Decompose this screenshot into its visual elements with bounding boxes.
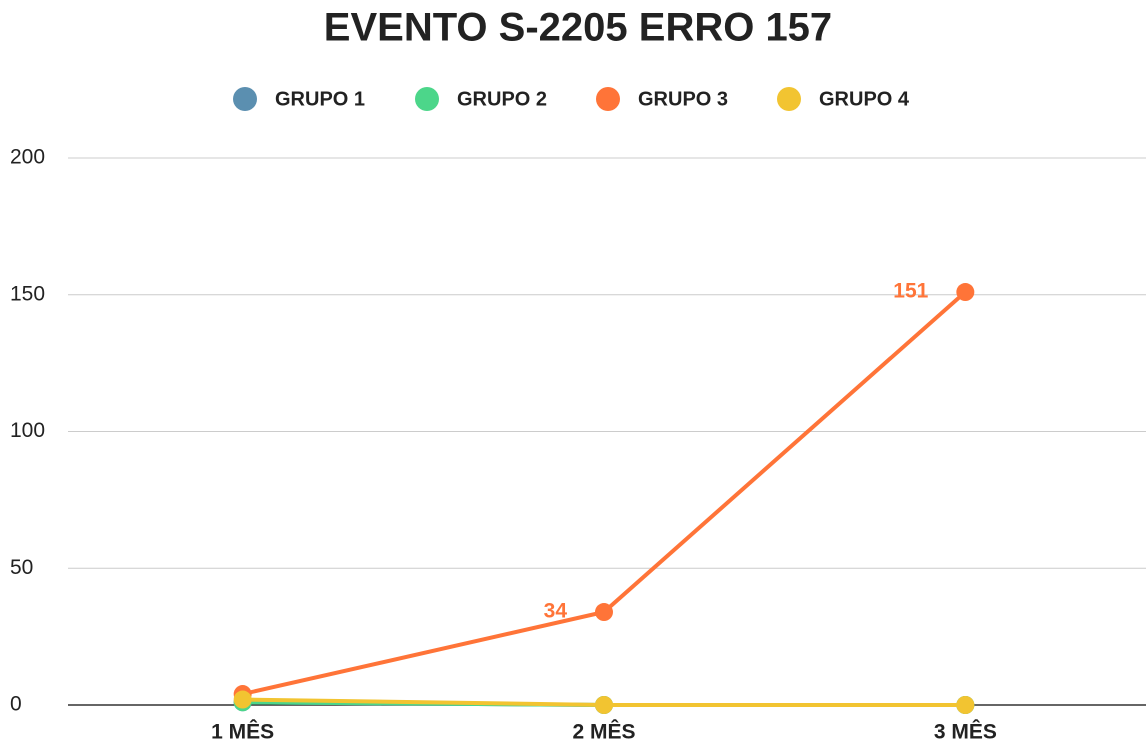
- x-tick-label: 2 MÊS: [572, 720, 635, 744]
- data-point: [595, 603, 613, 622]
- legend-marker: [777, 87, 801, 111]
- y-tick-label: 150: [10, 282, 45, 305]
- y-tick-label: 200: [10, 146, 45, 169]
- data-point: [595, 696, 613, 714]
- y-tick-label: 100: [10, 419, 45, 442]
- data-point: [956, 283, 975, 302]
- chart-title: EVENTO S-2205 ERRO 157: [324, 6, 832, 50]
- legend-marker: [596, 87, 620, 111]
- legend-marker: [415, 87, 439, 111]
- x-tick-label: 1 MÊS: [211, 720, 274, 744]
- data-point: [233, 690, 252, 709]
- legend-marker: [233, 87, 257, 111]
- data-label: 34: [544, 600, 568, 623]
- data-point: [956, 696, 975, 714]
- legend-label: GRUPO 3: [638, 88, 728, 110]
- legend-label: GRUPO 2: [457, 88, 547, 110]
- x-tick-label: 3 MÊS: [934, 720, 997, 744]
- data-label: 151: [893, 280, 928, 303]
- y-tick-label: 0: [10, 693, 22, 716]
- y-tick-label: 50: [10, 556, 33, 579]
- legend-label: GRUPO 4: [819, 88, 910, 110]
- series-line: [242, 290, 967, 697]
- legend-label: GRUPO 1: [275, 88, 365, 110]
